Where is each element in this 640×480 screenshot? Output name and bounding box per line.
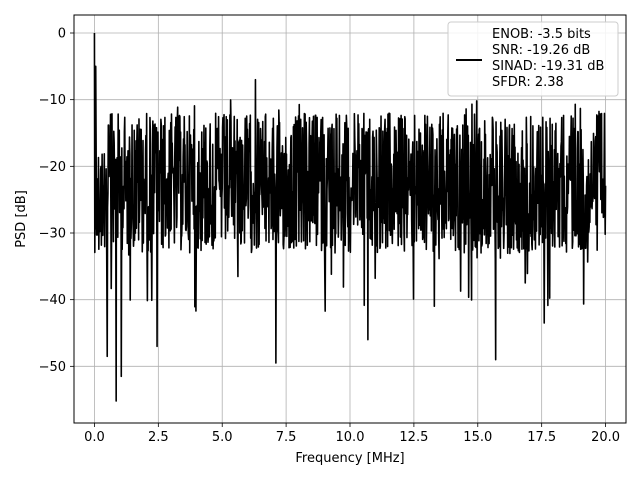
y-tick-label: 0 [58, 27, 66, 42]
x-tick-label: 5.0 [212, 430, 233, 445]
y-tick-label: −50 [39, 360, 66, 375]
x-tick-label: 20.0 [591, 430, 620, 445]
x-axis-label: Frequency [MHz] [295, 451, 404, 466]
y-tick-label: −10 [39, 93, 66, 108]
y-tick-label: −30 [39, 227, 66, 242]
y-axis-label: PSD [dB] [14, 190, 29, 248]
psd-series-line [93, 32, 607, 402]
x-tick-label: 2.5 [148, 430, 169, 445]
legend-entry: SFDR: 2.38 [492, 75, 564, 90]
x-tick-label: 7.5 [276, 430, 297, 445]
plot-area [93, 32, 607, 402]
legend-box [447, 21, 619, 97]
x-tick-label: 15.0 [463, 430, 492, 445]
x-tick-label: 17.5 [527, 430, 556, 445]
legend-entry: ENOB: -3.5 bits [492, 27, 591, 42]
x-tick-label: 10.0 [336, 430, 365, 445]
y-tick-label: −20 [39, 160, 66, 175]
x-tick-label: 0.0 [84, 430, 105, 445]
legend-entry: SINAD: -19.31 dB [492, 59, 604, 74]
y-axis-ticks: 0 −10 −20 −30 −40 −50 [39, 27, 74, 375]
y-tick-label: −40 [39, 293, 66, 308]
x-tick-label: 12.5 [399, 430, 428, 445]
legend-entry: SNR: -19.26 dB [492, 43, 590, 58]
x-axis-ticks: 0.0 2.5 5.0 7.5 10.0 12.5 15.0 17.5 20.0 [84, 423, 620, 445]
